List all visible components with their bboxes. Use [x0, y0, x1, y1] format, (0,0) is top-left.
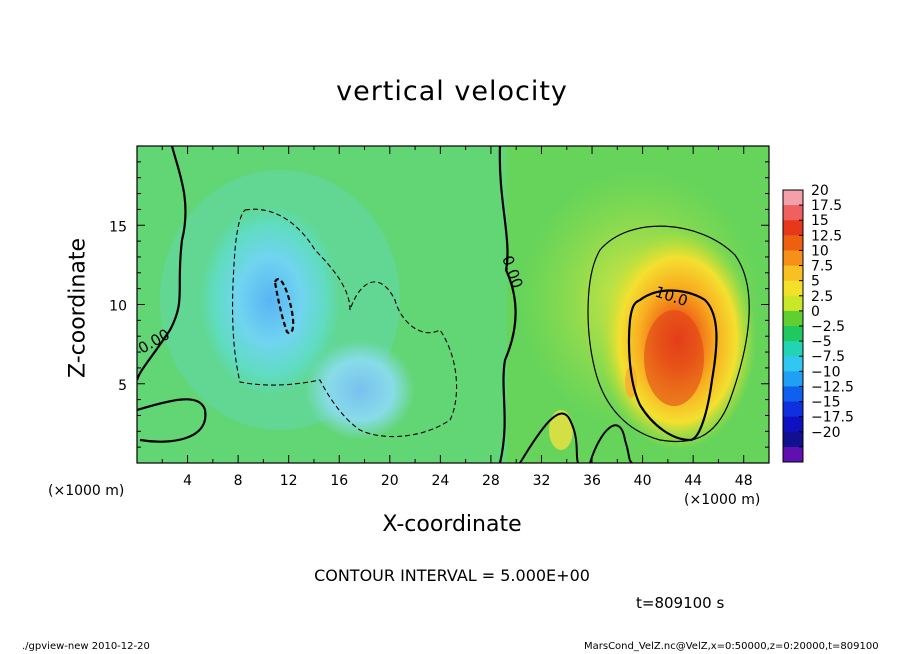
- heatmap-field: [137, 146, 769, 463]
- contour-zero-middle: [498, 146, 517, 463]
- x-tick-label: 12: [280, 473, 298, 489]
- colorbar-label: −5: [811, 334, 832, 350]
- time-text: t=809100 s: [636, 594, 725, 612]
- colorbar-swatch: [783, 326, 803, 342]
- y-tick-label: 15: [109, 219, 127, 235]
- colorbar-swatch: [783, 386, 803, 403]
- colorbar-label: −17.5: [811, 410, 854, 426]
- contour-five: [587, 225, 750, 443]
- colorbar-label: −15: [811, 395, 841, 411]
- x-tick-label: 16: [330, 473, 348, 489]
- colorbar-swatch: [783, 310, 803, 327]
- x-axis-label: X-coordinate: [382, 512, 522, 537]
- colorbar-swatch: [783, 250, 803, 267]
- colorbar-swatch: [783, 205, 803, 221]
- x-unit-label: (×1000 m): [684, 492, 761, 508]
- x-tick-label: 36: [583, 473, 601, 489]
- colorbar-label: 7.5: [811, 259, 833, 275]
- colorbar-label: 12.5: [811, 228, 842, 244]
- y-axis-label: Z-coordinate: [65, 238, 91, 378]
- colorbar-swatch: [783, 356, 803, 372]
- colorbar-label: −12.5: [811, 379, 854, 395]
- colorbar-swatch: [783, 401, 803, 418]
- colorbar-swatch: [783, 431, 803, 448]
- x-tick-label: 48: [735, 473, 753, 489]
- y-unit-label: (×1000 m): [48, 483, 125, 499]
- colorbar-swatch: [783, 341, 803, 357]
- colorbar-swatch: [783, 371, 803, 387]
- colorbar-swatch: [783, 295, 803, 312]
- footer-right: MarsCond_VelZ.nc@VelZ,x=0:50000,z=0:2000…: [584, 641, 879, 652]
- footer-left: ./gpview-new 2010-12-20: [22, 641, 150, 652]
- colorbar-swatch: [783, 190, 803, 206]
- colorbar-swatch: [783, 220, 803, 236]
- x-tick-label: 32: [533, 473, 551, 489]
- contour-interval-text: CONTOUR INTERVAL = 5.000E+00: [314, 566, 590, 585]
- colorbar-swatch: [783, 416, 803, 433]
- x-tick-label: 20: [381, 473, 399, 489]
- contour-zero-right-2: [589, 424, 633, 463]
- colorbar-label: 17.5: [811, 198, 842, 214]
- colorbar-label: 20: [811, 183, 829, 199]
- contour-lines: [137, 146, 750, 463]
- colorbar-label: 5: [811, 274, 820, 290]
- y-axis: 5 10 15: [109, 161, 769, 448]
- colorbar-label: −10: [811, 364, 841, 380]
- x-tick-label: 8: [234, 473, 243, 489]
- x-tick-label: 40: [634, 473, 652, 489]
- colorbar-label: −7.5: [811, 349, 845, 365]
- x-tick-label: 4: [183, 473, 192, 489]
- colorbar-swatch: [783, 446, 803, 463]
- contour-zero-left: [137, 146, 187, 381]
- colorbar-swatch: [783, 265, 803, 282]
- colorbar-label: 15: [811, 213, 829, 229]
- y-tick-label: 10: [109, 299, 127, 315]
- x-tick-label: 28: [482, 473, 500, 489]
- colorbar-swatch: [783, 280, 803, 297]
- x-tick-label: 24: [431, 473, 449, 489]
- contour-zero-bottom-left: [137, 398, 207, 443]
- contour-neg-five: [232, 208, 458, 438]
- x-tick-label: 44: [684, 473, 702, 489]
- colorbar-label: −2.5: [811, 319, 845, 335]
- chart-title: vertical velocity: [336, 76, 568, 107]
- colorbar-label: −20: [811, 425, 841, 441]
- colorbar-label: 10: [811, 243, 829, 259]
- colorbar-label: 2.5: [811, 289, 833, 305]
- contour-zero-right-1: [519, 412, 579, 463]
- y-tick-label: 5: [118, 378, 127, 394]
- colorbar: 2017.51512.5107.552.50−2.5−5−7.5−10−12.5…: [782, 183, 854, 463]
- x-axis: 4 8 12 16 20 24 28 32 36 40 44 48: [161, 146, 753, 489]
- colorbar-label: 0: [811, 304, 820, 320]
- colorbar-swatch: [783, 235, 803, 251]
- contour-neg-ten: [273, 278, 295, 335]
